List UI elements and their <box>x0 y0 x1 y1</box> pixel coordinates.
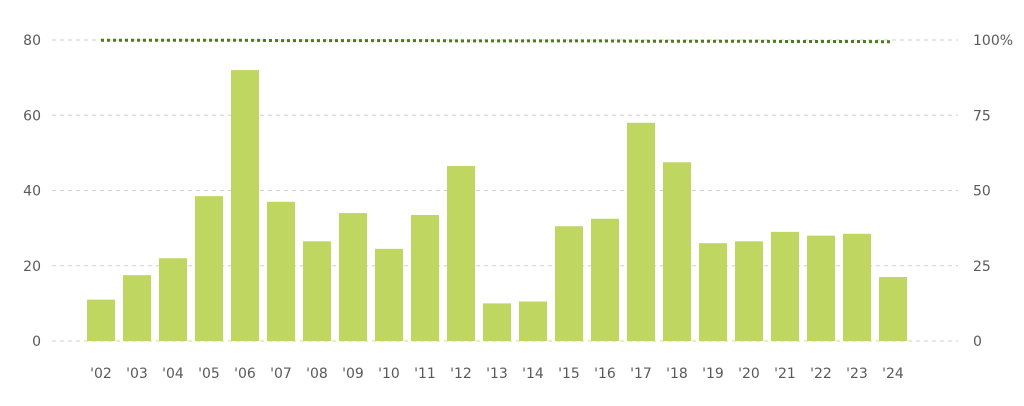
x-tick-label: '02 <box>90 366 112 382</box>
bar <box>555 226 583 341</box>
x-tick-label: '07 <box>270 366 292 382</box>
x-tick-label: '12 <box>450 366 472 382</box>
bar <box>483 303 511 341</box>
x-tick-label: '18 <box>666 366 688 382</box>
right-axis-ticks: 0 25 50 75 100% <box>973 33 1013 350</box>
bar <box>159 258 187 341</box>
x-tick-label: '04 <box>162 366 184 382</box>
left-tick-label: 40 <box>23 184 41 200</box>
bar <box>267 201 295 341</box>
x-tick-label: '11 <box>414 366 436 382</box>
dotted-line-series <box>101 38 894 44</box>
bar <box>123 275 151 341</box>
x-tick-label: '20 <box>738 366 760 382</box>
bar <box>447 166 475 341</box>
left-tick-label: 0 <box>32 334 41 350</box>
x-tick-label: '05 <box>198 366 220 382</box>
bar <box>879 277 907 341</box>
bar <box>843 233 871 341</box>
bar <box>735 241 763 341</box>
bar <box>591 218 619 341</box>
left-tick-label: 80 <box>23 33 41 49</box>
x-tick-label: '14 <box>522 366 544 382</box>
x-tick-label: '08 <box>306 366 328 382</box>
bar <box>339 213 367 341</box>
bar-series <box>87 70 907 342</box>
right-tick-label: 0 <box>973 334 982 350</box>
left-tick-label: 60 <box>23 108 41 124</box>
bar <box>87 299 115 341</box>
bar <box>231 70 259 341</box>
line-series <box>101 38 894 44</box>
left-axis-ticks: 0 20 40 60 80 <box>23 33 41 350</box>
bar <box>519 301 547 341</box>
right-tick-label: 75 <box>973 108 991 124</box>
left-tick-label: 20 <box>23 259 41 275</box>
x-tick-label: '03 <box>126 366 148 382</box>
x-axis-ticks: '02 '03 '04 '05 '06 '07 '08 '09 '10 '11 '12 '13 '14 '… <box>90 366 904 382</box>
x-tick-label: '15 <box>558 366 580 382</box>
bar <box>303 241 331 341</box>
right-tick-label: 100% <box>973 33 1013 49</box>
x-tick-label: '24 <box>882 366 904 382</box>
right-tick-label: 25 <box>973 259 991 275</box>
bar <box>699 243 727 341</box>
bar <box>195 196 223 341</box>
bar <box>411 214 439 341</box>
x-tick-label: '06 <box>234 366 256 382</box>
bar <box>663 162 691 341</box>
bar <box>627 122 655 342</box>
bar <box>771 231 799 341</box>
x-tick-label: '19 <box>702 366 724 382</box>
bar <box>807 235 835 341</box>
x-tick-label: '13 <box>486 366 508 382</box>
x-tick-label: '23 <box>846 366 868 382</box>
x-tick-label: '22 <box>810 366 832 382</box>
bar <box>375 248 403 341</box>
right-tick-label: 50 <box>973 184 991 200</box>
x-tick-label: '21 <box>774 366 796 382</box>
x-tick-label: '17 <box>630 366 652 382</box>
x-tick-label: '09 <box>342 366 364 382</box>
x-tick-label: '10 <box>378 366 400 382</box>
x-tick-label: '16 <box>594 366 616 382</box>
